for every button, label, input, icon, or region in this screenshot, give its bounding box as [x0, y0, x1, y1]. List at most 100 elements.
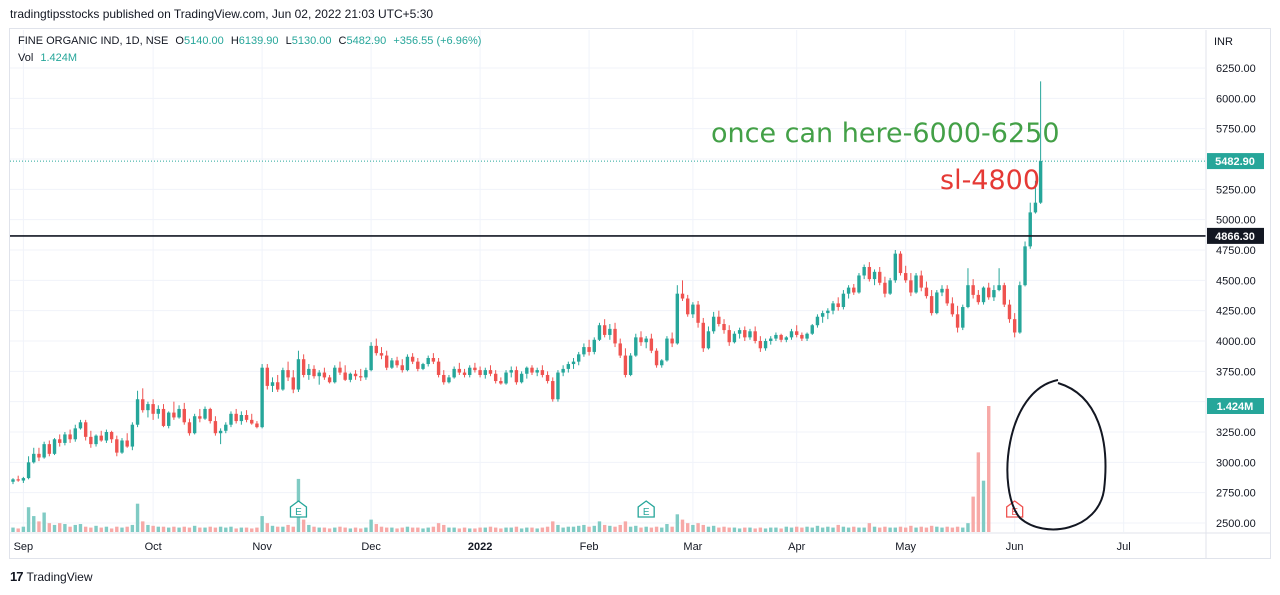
- close-value: 5482.90: [346, 35, 387, 47]
- volume-bar: [198, 527, 202, 532]
- volume-bar: [161, 526, 166, 532]
- volume-bar: [130, 524, 135, 532]
- candle-body: [255, 423, 259, 428]
- volume-bar: [696, 523, 700, 532]
- candle-body: [58, 439, 62, 443]
- candle-body: [815, 316, 820, 326]
- volume-bar: [929, 525, 934, 532]
- level-price-tag: 4866.30: [1215, 231, 1255, 243]
- candle-body: [135, 399, 140, 425]
- candle-body: [198, 416, 202, 419]
- volume-bar: [436, 523, 441, 532]
- close-label: C: [338, 35, 347, 47]
- candlestick-series: [11, 81, 1043, 485]
- volume-bar: [665, 524, 669, 532]
- candle-body: [229, 413, 233, 425]
- volume-bar: [623, 521, 628, 532]
- volume-bar: [234, 528, 238, 532]
- candle-body: [914, 275, 918, 293]
- volume-bar: [805, 526, 809, 532]
- candle-body: [551, 381, 555, 400]
- axes: 6250.006000.005750.005500.005250.005000.…: [10, 30, 1270, 558]
- candle-body: [296, 359, 301, 390]
- volume-bar: [556, 524, 560, 532]
- volume-bar: [291, 526, 295, 532]
- y-tick-label: 6000.00: [1216, 93, 1256, 105]
- volume-bar: [431, 526, 436, 532]
- candle-body: [379, 353, 384, 356]
- candle-body: [11, 479, 15, 482]
- candle-body: [789, 331, 794, 338]
- candle-body: [613, 328, 617, 344]
- candle-body: [37, 453, 41, 458]
- volume-bar: [753, 528, 757, 532]
- footer-brand[interactable]: 17 TradingView: [10, 569, 93, 584]
- volume-bar: [52, 524, 57, 532]
- candle-body: [924, 287, 929, 297]
- volume-bar: [379, 526, 384, 532]
- volume-bar: [270, 525, 275, 532]
- candle-body: [348, 373, 353, 380]
- volume-bar: [981, 480, 986, 532]
- volume-bar: [966, 523, 970, 532]
- volume-bar: [852, 526, 856, 532]
- candle-body: [452, 368, 456, 378]
- overlays: [10, 160, 1206, 531]
- candle-body: [21, 478, 26, 481]
- volume-bar: [99, 527, 103, 532]
- candle-body: [784, 337, 789, 340]
- volume-tag-bg: [1207, 398, 1264, 414]
- volume-bar: [743, 527, 747, 532]
- volume-bar: [151, 525, 155, 532]
- candle-body: [950, 303, 955, 315]
- candle-body: [665, 338, 669, 361]
- volume-bar: [509, 527, 513, 532]
- volume-bar: [312, 526, 316, 532]
- candle-body: [301, 359, 306, 375]
- y-tick-label: 5250.00: [1216, 184, 1256, 196]
- volume-bar: [872, 526, 877, 532]
- candle-body: [343, 372, 347, 380]
- candle-body: [571, 361, 576, 365]
- candle-body: [909, 280, 913, 293]
- candle-body: [903, 273, 908, 281]
- candle-body: [929, 296, 934, 314]
- candle-body: [810, 325, 814, 334]
- candle-body: [192, 416, 197, 434]
- candle-body: [727, 330, 731, 343]
- volume-bar: [691, 524, 695, 532]
- candle-body: [384, 355, 389, 368]
- volume-bar: [11, 527, 15, 532]
- volume-bar: [727, 527, 731, 532]
- volume-bar: [566, 526, 571, 532]
- volume-bar: [535, 528, 539, 532]
- grid: [10, 30, 1205, 532]
- candle-body: [244, 415, 249, 420]
- high-value: 6139.90: [238, 35, 279, 47]
- volume-bar: [333, 527, 337, 532]
- volume-bar: [208, 526, 212, 532]
- candle-body: [997, 285, 1001, 291]
- candle-body: [831, 303, 835, 311]
- volume-tag: 1.424M: [1217, 401, 1254, 413]
- volume-bar: [867, 523, 872, 532]
- volume-bar: [359, 528, 363, 532]
- candle-body: [660, 360, 664, 366]
- candle-body: [338, 367, 342, 373]
- candle-body: [63, 434, 67, 443]
- volume-bar: [820, 527, 825, 532]
- volume-bar: [587, 526, 591, 532]
- level-price-tag-bg: [1207, 227, 1264, 244]
- x-tick-label: Nov: [252, 541, 272, 553]
- candle-body: [763, 341, 768, 349]
- candle-body: [566, 364, 571, 369]
- volume-bar: [971, 496, 975, 532]
- volume-value: 1.424M: [40, 52, 78, 64]
- volume-bar: [940, 527, 944, 532]
- volume-bar: [21, 526, 26, 532]
- candle-body: [976, 294, 981, 303]
- volume-bar: [239, 527, 244, 532]
- candle-body: [779, 334, 783, 340]
- volume-bar: [141, 521, 145, 532]
